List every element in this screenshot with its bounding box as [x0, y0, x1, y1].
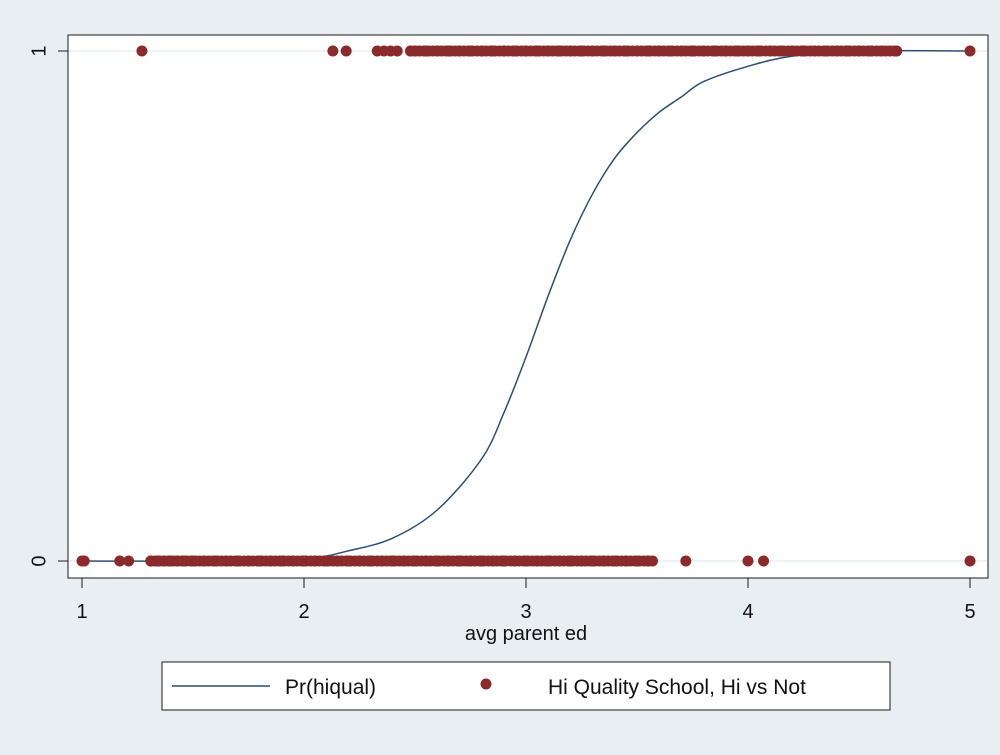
data-point — [114, 555, 126, 567]
x-tick-label-2: 2 — [298, 601, 309, 623]
data-point — [327, 45, 339, 57]
data-point — [758, 555, 770, 567]
data-point — [964, 45, 976, 57]
data-point — [391, 45, 403, 57]
data-point — [964, 555, 976, 567]
plot-area — [67, 34, 989, 579]
legend-point-swatch — [480, 678, 492, 690]
curve-layer — [81, 49, 971, 562]
y-tick-label-1: 1 — [28, 45, 50, 56]
x-axis-label: avg parent ed — [465, 623, 587, 645]
data-point — [680, 555, 692, 567]
legend-label-curve: Pr(hiqual) — [285, 676, 376, 699]
data-point — [136, 45, 148, 57]
data-point — [647, 555, 659, 567]
legend: Pr(hiqual) Hi Quality School, Hi vs Not — [161, 661, 891, 711]
data-point — [78, 555, 90, 567]
x-tick-label-3: 3 — [520, 601, 531, 623]
x-tick-label-5: 5 — [964, 601, 975, 623]
x-tick-label-4: 4 — [742, 601, 753, 623]
data-point — [742, 555, 754, 567]
legend-box — [161, 661, 891, 711]
axes: 0 1 1 2 3 4 5 — [28, 45, 975, 623]
legend-label-points: Hi Quality School, Hi vs Not — [548, 676, 806, 699]
data-point — [889, 45, 901, 57]
data-point — [123, 555, 135, 567]
y-tick-label-0: 0 — [28, 555, 50, 566]
points-layer — [76, 45, 976, 567]
x-tick-label-1: 1 — [76, 601, 87, 623]
data-point — [340, 45, 352, 57]
series-line-pr-hiqual — [81, 49, 971, 562]
